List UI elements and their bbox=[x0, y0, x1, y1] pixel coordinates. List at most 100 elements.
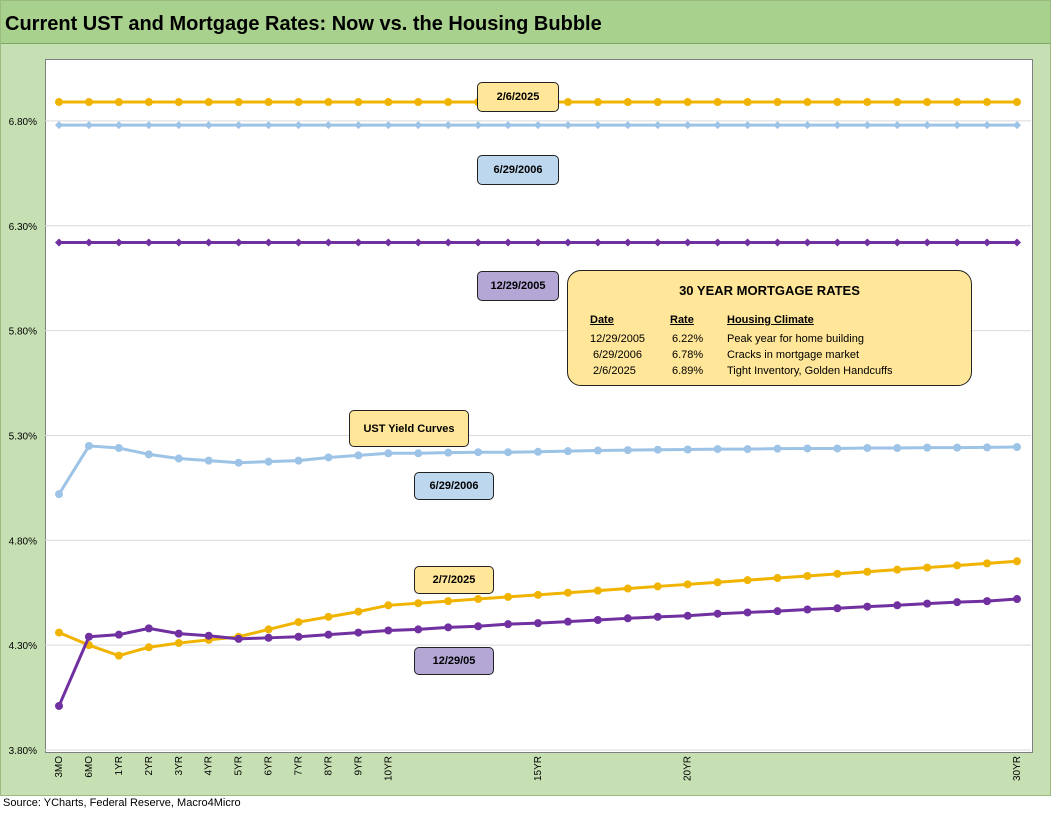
data-point bbox=[384, 98, 393, 107]
series-lines bbox=[55, 98, 1021, 710]
data-point bbox=[354, 451, 363, 460]
data-point bbox=[773, 574, 782, 583]
data-point bbox=[144, 98, 153, 107]
data-point bbox=[593, 238, 602, 247]
data-point bbox=[384, 626, 393, 635]
data-point bbox=[683, 238, 692, 247]
data-point bbox=[683, 611, 692, 620]
data-point bbox=[623, 446, 632, 455]
data-point bbox=[893, 601, 902, 610]
data-point bbox=[324, 238, 333, 247]
data-point bbox=[204, 238, 213, 247]
callout-mortgage-2005: 12/29/2005 bbox=[477, 271, 559, 301]
data-point bbox=[1013, 557, 1021, 566]
chart-title: Current UST and Mortgage Rates: Now vs. … bbox=[5, 13, 602, 35]
data-point bbox=[983, 121, 992, 130]
data-point bbox=[414, 238, 423, 247]
data-point bbox=[264, 238, 273, 247]
data-point bbox=[444, 448, 453, 457]
data-point bbox=[504, 448, 513, 457]
data-point bbox=[84, 121, 93, 130]
data-point bbox=[863, 444, 872, 453]
data-point bbox=[264, 457, 273, 466]
callout-ust-2025: 2/7/2025 bbox=[414, 566, 494, 594]
data-point bbox=[174, 629, 183, 638]
data-point bbox=[174, 454, 183, 463]
data-point bbox=[563, 588, 572, 597]
x-tick-label: 6MO bbox=[84, 756, 95, 778]
data-point bbox=[114, 651, 123, 660]
data-point bbox=[833, 98, 842, 107]
data-point bbox=[504, 121, 513, 130]
mortgage-rates-table: 30 YEAR MORTGAGE RATES Date Rate Housing… bbox=[567, 270, 972, 386]
data-point bbox=[863, 121, 872, 130]
series bbox=[55, 121, 1021, 130]
data-point bbox=[324, 98, 333, 107]
data-point bbox=[384, 238, 393, 247]
x-tick-label: 9YR bbox=[353, 756, 364, 775]
data-point bbox=[983, 559, 992, 568]
callout-ust-title: UST Yield Curves bbox=[349, 410, 469, 447]
rates-row-2-climate: Cracks in mortgage market bbox=[727, 349, 860, 361]
y-tick-label: 5.30% bbox=[9, 431, 37, 442]
data-point bbox=[204, 121, 213, 130]
title-bar: Current UST and Mortgage Rates: Now vs. … bbox=[1, 1, 1050, 44]
series-line bbox=[57, 597, 1018, 707]
data-point bbox=[773, 607, 782, 616]
data-point bbox=[144, 450, 153, 459]
data-point bbox=[953, 443, 962, 452]
data-point bbox=[593, 586, 602, 595]
data-point bbox=[294, 632, 303, 641]
data-point bbox=[474, 121, 483, 130]
series bbox=[55, 557, 1021, 660]
data-point bbox=[983, 443, 992, 452]
data-point bbox=[534, 121, 542, 130]
data-point bbox=[653, 445, 662, 454]
data-point bbox=[743, 121, 752, 130]
data-point bbox=[444, 623, 453, 632]
data-point bbox=[623, 584, 632, 593]
data-point bbox=[893, 121, 902, 130]
data-point bbox=[953, 598, 962, 607]
rates-row-3-rate: 6.89% bbox=[672, 365, 704, 377]
x-tick-label: 5YR bbox=[234, 756, 245, 775]
y-axis-ticks: 3.80% 4.30% 4.80% 5.30% 5.80% 6.30% 6.80% bbox=[9, 117, 37, 757]
data-point bbox=[563, 98, 572, 107]
data-point bbox=[534, 238, 542, 247]
data-point bbox=[803, 605, 812, 614]
data-point bbox=[893, 98, 902, 107]
callout-mortgage-2025: 2/6/2025 bbox=[477, 82, 559, 112]
gridlines bbox=[45, 120, 1031, 751]
data-point bbox=[923, 238, 932, 247]
data-point bbox=[923, 563, 932, 572]
y-tick-label: 4.80% bbox=[9, 536, 37, 547]
data-point bbox=[234, 121, 243, 130]
x-tick-label: 8YR bbox=[323, 756, 334, 775]
x-tick-label: 1YR bbox=[114, 756, 125, 775]
data-point bbox=[444, 121, 453, 130]
data-point bbox=[474, 622, 483, 631]
data-point bbox=[653, 582, 662, 591]
data-point bbox=[713, 578, 722, 587]
x-tick-label: 7YR bbox=[294, 756, 305, 775]
data-point bbox=[923, 599, 932, 608]
data-point bbox=[683, 98, 692, 107]
data-point bbox=[713, 445, 722, 454]
data-point bbox=[354, 238, 363, 247]
data-point bbox=[234, 458, 243, 467]
data-point bbox=[1013, 595, 1021, 604]
data-point bbox=[55, 121, 63, 130]
series bbox=[55, 441, 1021, 499]
data-point bbox=[563, 617, 572, 626]
x-tick-label: 6YR bbox=[264, 756, 275, 775]
data-point bbox=[893, 565, 902, 574]
series-line bbox=[58, 559, 1018, 658]
data-point bbox=[384, 121, 393, 130]
data-point bbox=[923, 98, 932, 107]
data-point bbox=[683, 580, 692, 589]
x-tick-label: 3YR bbox=[174, 756, 185, 775]
data-point bbox=[204, 456, 213, 465]
data-point bbox=[114, 630, 123, 639]
x-tick-label: 15YR bbox=[533, 756, 544, 781]
data-point bbox=[114, 444, 123, 453]
